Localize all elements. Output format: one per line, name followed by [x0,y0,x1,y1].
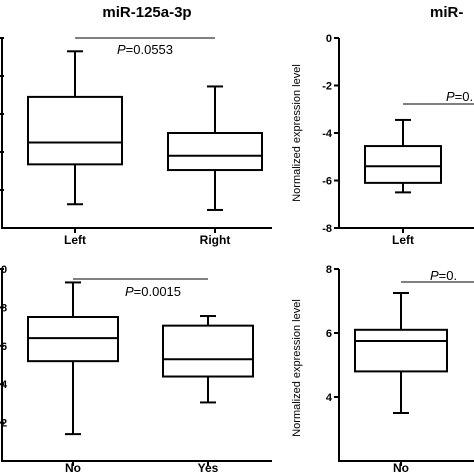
box-right [167,85,263,211]
p-value: =0. [455,89,473,104]
y-tick-label: 0 [1,264,7,276]
box-left [364,118,442,194]
box-series [27,281,254,436]
p-label: P [446,89,455,104]
y-axis-label: Normalized expression level [291,299,303,437]
box-iqr [27,95,123,166]
panel-bottom-right: Normalized expression level 8 6 4 No P=0. [291,264,474,474]
y-tick-label: 6 [326,328,332,340]
p-value: =0. [439,268,457,283]
p-label: P [125,284,134,299]
p-value: =0.0015 [134,284,181,299]
y-tick-label: 4 [1,379,8,391]
p-value-annotation: P=0. [430,268,457,283]
box-series [364,118,442,194]
panel-top-right: miR- Normalized expression level 0 -2 -4 -6… [291,4,474,247]
p-label: P [430,268,439,283]
y-tick-label: -4 [322,128,333,140]
y-tick-label: 4 [326,392,333,404]
y-tick-label: 2 [1,418,7,430]
p-value-annotation: P=0. [446,89,473,104]
p-value-annotation: P=0.0015 [125,284,181,299]
box-no [354,292,448,414]
y-tick-label: -6 [322,176,332,188]
box-series [354,292,448,414]
chart-title: miR- [430,4,463,21]
y-tick-label: 8 [1,302,7,314]
p-label: P [117,42,126,57]
y-tick-label: -2 [322,81,332,93]
y-axis-ticks: 0 8 6 4 2 [0,264,8,430]
box-iqr [162,324,254,378]
box-iqr [354,328,448,373]
box-yes [162,315,254,404]
box-iqr [167,132,263,172]
y-axis-label: Normalized expression level [291,64,303,202]
x-tick-label-yes: Yes [198,461,219,474]
panel-bottom-left: 0 8 6 4 2 No Yes P=0.0015 [0,264,272,474]
panel-top-left: miR-125a-3p Left Right P=0.0553 [0,4,272,247]
box-iqr [364,145,442,184]
x-tick-label-left: Left [64,233,86,247]
x-tick-label-right: Right [200,233,231,247]
box-series [27,50,263,211]
y-axis-ticks: 8 6 4 [326,264,339,404]
y-tick-label: 6 [1,341,7,353]
box-no [27,281,119,436]
p-value: =0.0553 [126,42,173,57]
y-tick-label: 0 [326,33,332,45]
x-tick-label-no: No [393,461,409,474]
y-axis-ticks [0,37,4,191]
chart-title: miR-125a-3p [102,4,191,21]
y-tick-label: -8 [322,223,332,235]
y-tick-label: 8 [326,264,332,276]
y-axis-ticks: 0 -2 -4 -6 -8 [322,33,339,235]
x-tick-label-no: No [65,461,81,474]
p-value-annotation: P=0.0553 [117,42,173,57]
box-left [27,50,123,206]
x-tick-label-left: Left [392,233,414,247]
